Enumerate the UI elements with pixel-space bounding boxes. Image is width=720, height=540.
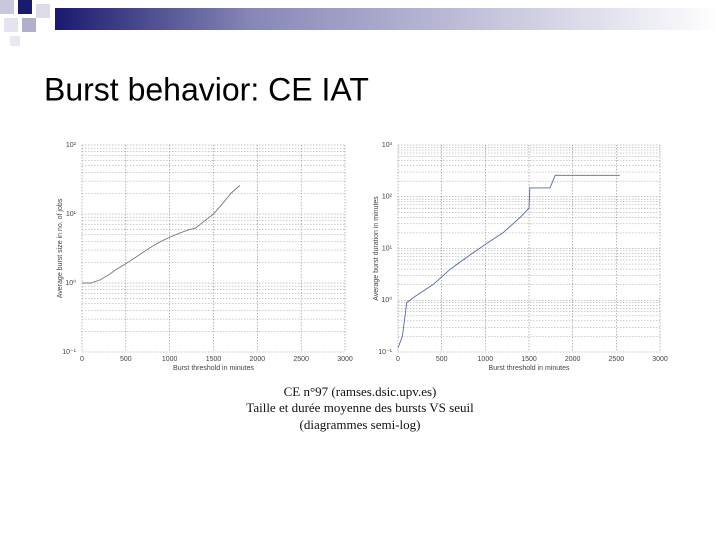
x-tick-label: 0 — [396, 356, 400, 363]
slide-title: Burst behavior: CE IAT — [44, 71, 369, 107]
y-tick-label: 10⁻¹ — [62, 349, 76, 356]
x-axis-label: Burst threshold in minutes — [489, 365, 570, 372]
x-tick-label: 3000 — [337, 356, 353, 363]
slide-decoration — [0, 0, 720, 46]
y-tick-label: 10¹ — [66, 211, 77, 218]
x-tick-label: 1500 — [521, 356, 537, 363]
x-tick-label: 1000 — [162, 356, 178, 363]
caption: CE n°97 (ramses.dsic.upv.es) — [284, 384, 437, 399]
x-tick-label: 500 — [120, 356, 132, 363]
x-tick-label: 2500 — [293, 356, 309, 363]
y-tick-label: 10⁰ — [65, 279, 76, 287]
y-tick-label: 10² — [66, 142, 77, 149]
x-tick-label: 0 — [80, 356, 84, 363]
x-tick-label: 1000 — [478, 356, 494, 363]
data-line — [397, 174, 620, 349]
x-tick-label: 2000 — [565, 356, 581, 363]
y-axis-label: Average burst size in no. of jobs — [57, 198, 64, 298]
y-axis-label: Average burst duration in minutes — [373, 196, 380, 301]
caption: (diagrammes semi-log) — [300, 417, 421, 432]
y-tick-label: 10¹ — [382, 245, 393, 252]
x-tick-label: 1500 — [206, 356, 222, 363]
caption: Taille et durée moyenne des bursts VS se… — [246, 400, 474, 415]
y-tick-label: 10⁰ — [381, 296, 392, 304]
x-tick-label: 500 — [436, 356, 448, 363]
y-tick-label: 10⁻¹ — [378, 349, 392, 356]
x-tick-label: 2500 — [609, 356, 625, 363]
data-line — [82, 185, 241, 284]
x-axis-label: Burst threshold in minutes — [173, 365, 254, 372]
y-tick-label: 10³ — [382, 142, 393, 149]
x-tick-label: 3000 — [652, 356, 668, 363]
x-tick-label: 2000 — [250, 356, 266, 363]
y-tick-label: 10² — [382, 194, 393, 201]
